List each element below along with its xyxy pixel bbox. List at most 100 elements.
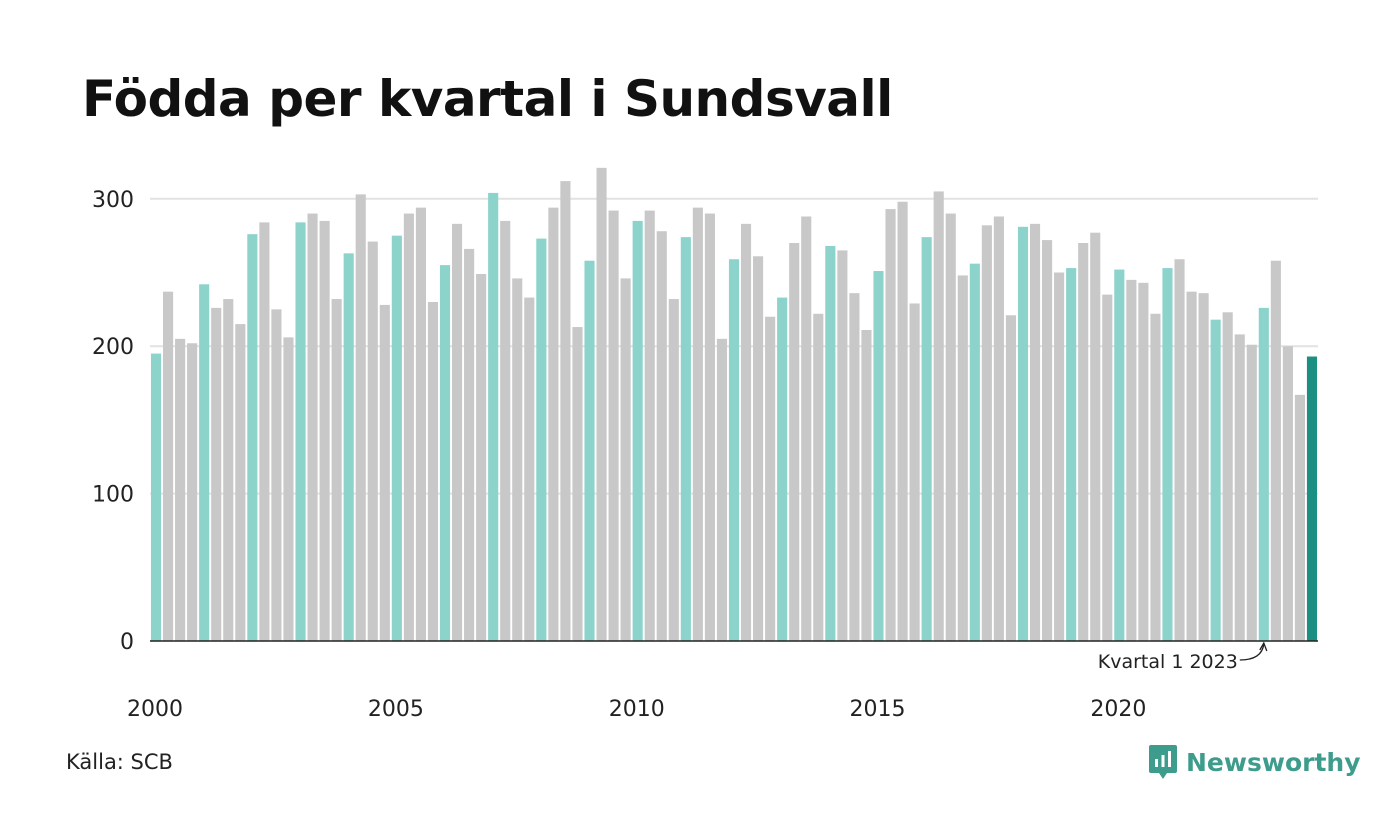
bar bbox=[1017, 226, 1029, 641]
bar bbox=[150, 353, 162, 641]
bar bbox=[1198, 293, 1209, 641]
x-tick-label: 2015 bbox=[850, 697, 906, 722]
bar bbox=[331, 299, 342, 641]
bar bbox=[235, 324, 246, 641]
bar bbox=[439, 265, 451, 641]
bar bbox=[1270, 260, 1281, 641]
bars bbox=[150, 167, 1318, 642]
bar bbox=[777, 297, 788, 641]
x-tick-label: 2010 bbox=[609, 697, 665, 722]
bar bbox=[692, 207, 703, 642]
bar bbox=[199, 284, 210, 641]
bar bbox=[355, 194, 366, 642]
bar bbox=[1078, 243, 1089, 641]
bar bbox=[1234, 334, 1245, 641]
bar bbox=[1258, 307, 1269, 641]
bar bbox=[981, 225, 992, 641]
bar bbox=[572, 327, 583, 641]
bar bbox=[271, 309, 282, 641]
x-tick-label: 2000 bbox=[127, 697, 183, 722]
bar bbox=[680, 237, 691, 641]
bar bbox=[861, 329, 872, 641]
y-axis-tick-labels: 0 100 200 300 bbox=[92, 188, 134, 655]
x-tick-label: 2005 bbox=[368, 697, 424, 722]
bar bbox=[620, 278, 631, 641]
y-tick-label: 0 bbox=[120, 630, 134, 655]
bar bbox=[897, 201, 908, 642]
bar bbox=[1282, 346, 1293, 641]
bar bbox=[247, 234, 258, 641]
bar bbox=[259, 222, 270, 641]
bar bbox=[1162, 268, 1173, 641]
bar bbox=[704, 213, 715, 642]
bar bbox=[753, 256, 764, 641]
bar bbox=[945, 213, 956, 642]
bar bbox=[1126, 279, 1137, 641]
bar bbox=[813, 313, 824, 641]
chart-title: Födda per kvartal i Sundsvall bbox=[82, 70, 893, 128]
bar bbox=[1090, 232, 1101, 641]
annotation-label: Kvartal 1 2023 bbox=[1098, 651, 1238, 673]
bar bbox=[644, 210, 655, 642]
bar bbox=[1029, 223, 1041, 641]
y-tick-label: 300 bbox=[92, 188, 134, 213]
bar bbox=[969, 263, 980, 641]
bar bbox=[1005, 315, 1017, 641]
bar bbox=[343, 253, 354, 641]
bar bbox=[403, 213, 414, 642]
bar bbox=[295, 222, 306, 641]
bar bbox=[921, 237, 932, 641]
x-axis-tick-labels: 2000 2005 2010 2015 2020 bbox=[127, 697, 1146, 722]
bar bbox=[560, 181, 571, 641]
bar bbox=[1306, 356, 1318, 641]
bar bbox=[536, 238, 547, 641]
y-tick-label: 100 bbox=[92, 483, 134, 508]
bar bbox=[476, 273, 487, 641]
bar bbox=[957, 275, 968, 641]
bar bbox=[379, 304, 390, 641]
bar bbox=[1042, 240, 1053, 641]
bar bbox=[909, 303, 920, 641]
annotation-arrow bbox=[1239, 643, 1265, 661]
bar bbox=[307, 213, 318, 642]
y-tick-label: 200 bbox=[92, 335, 134, 360]
bar bbox=[415, 207, 426, 642]
bar bbox=[1102, 294, 1113, 641]
bar bbox=[728, 259, 740, 641]
bar bbox=[873, 271, 884, 641]
bar bbox=[187, 343, 198, 641]
bar bbox=[825, 245, 836, 641]
brand-name: Newsworthy bbox=[1186, 747, 1361, 777]
bar bbox=[849, 293, 860, 641]
bar bbox=[223, 299, 234, 641]
bar bbox=[283, 337, 294, 641]
bar bbox=[668, 299, 679, 641]
bar bbox=[837, 250, 848, 641]
bar bbox=[1186, 291, 1197, 641]
annotation-arrowhead bbox=[1259, 641, 1268, 652]
bar bbox=[464, 248, 475, 641]
bar bbox=[885, 209, 896, 642]
bar bbox=[993, 216, 1004, 641]
bar bbox=[801, 216, 812, 641]
x-tick-label: 2020 bbox=[1090, 697, 1146, 722]
bar bbox=[740, 223, 752, 641]
bar bbox=[1114, 269, 1125, 641]
bar bbox=[548, 207, 559, 642]
bar bbox=[632, 220, 643, 641]
bar bbox=[596, 167, 607, 641]
bar bbox=[1294, 394, 1305, 641]
bar bbox=[1246, 344, 1257, 641]
bar bbox=[391, 235, 402, 641]
newsworthy-logo-icon bbox=[1149, 745, 1177, 779]
bar bbox=[163, 291, 174, 641]
bar bbox=[524, 297, 535, 641]
bar bbox=[319, 220, 330, 641]
annotation: Kvartal 1 2023 bbox=[1098, 641, 1268, 673]
bar bbox=[175, 338, 186, 641]
bar bbox=[656, 231, 667, 641]
bar bbox=[716, 338, 728, 641]
bar bbox=[1222, 312, 1233, 641]
brand-logo: Newsworthy bbox=[1148, 742, 1361, 782]
